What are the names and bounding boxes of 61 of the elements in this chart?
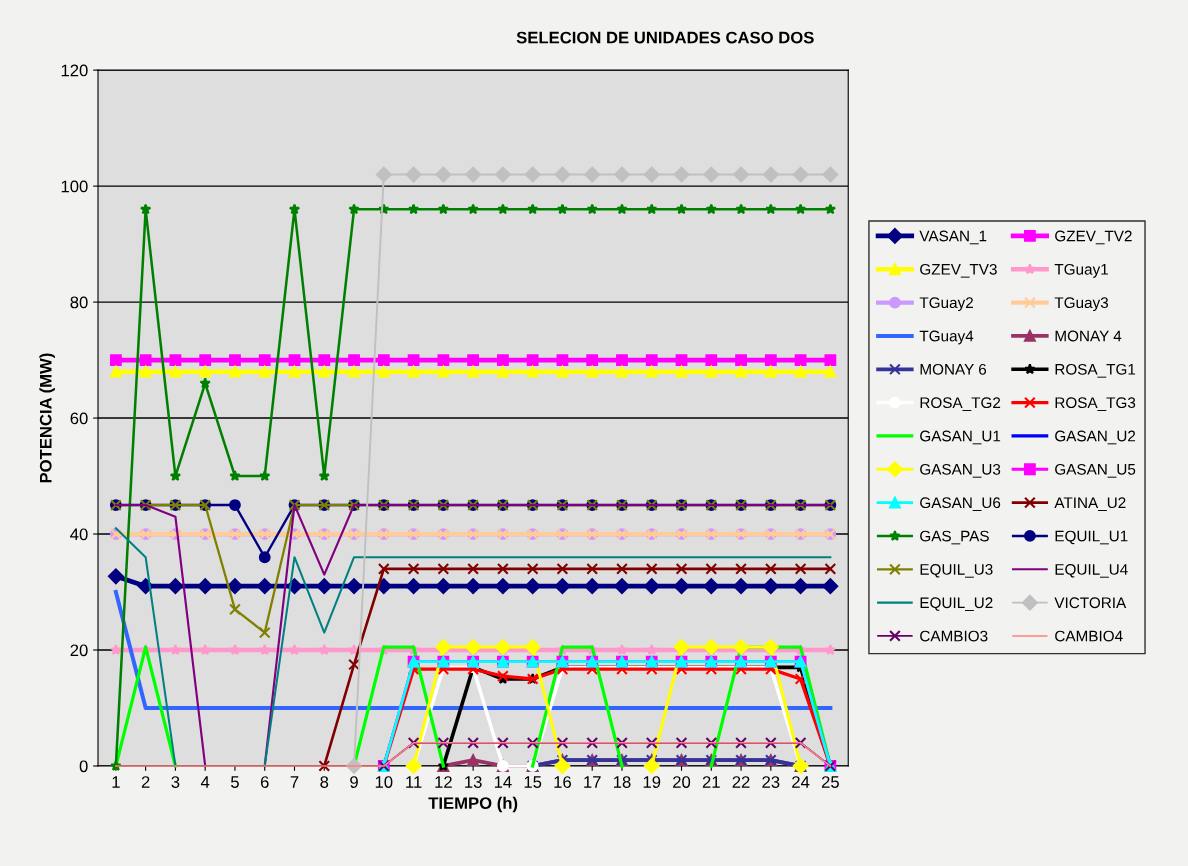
y-tick-label: 80 [70,296,88,309]
x-tick-label: 25 [821,776,839,788]
x-tick-label: 18 [613,776,631,788]
legend-label: MONAY 4 [1055,330,1122,342]
x-tick-label: 15 [524,776,542,788]
x-tick-label: 12 [435,776,452,788]
legend-label: ROSA_TG1 [1055,363,1136,378]
legend-label: ROSA_TG2 [920,397,1001,411]
y-tick-label: 40 [70,528,88,541]
x-tick-label: 9 [350,776,358,788]
legend-label: GASAN_U2 [1055,430,1136,445]
legend-label: EQUIL_U2 [920,597,993,612]
x-tick-label: 19 [643,776,661,788]
x-tick-label: 8 [320,776,329,788]
legend-label: GASAN_U3 [920,463,1001,478]
x-tick-label: 17 [584,776,601,788]
legend-label: MONAY 6 [920,363,987,375]
x-tick-label: 14 [494,776,512,788]
y-tick-label: 0 [79,760,88,773]
y-tick-label: 20 [70,644,88,657]
y-tick-label: 120 [61,64,88,77]
legend-label: TGuay2 [919,297,973,312]
legend-label: CAMBIO4 [1055,630,1123,642]
legend-label: TGuay3 [1054,297,1109,312]
x-tick-label: 23 [762,776,780,788]
legend-label: GASAN_U6 [920,497,1001,511]
x-tick-label: 10 [375,776,393,788]
legend-label: EQUIL_U4 [1055,563,1128,578]
y-tick-label: 100 [61,180,88,193]
chart-title: SELECION DE UNIDADES CASO DOS [516,31,814,44]
y-tick-label: 60 [70,412,88,425]
legend-label: GASAN_U1 [920,430,1001,445]
x-tick-label: 4 [200,776,210,788]
legend-label: GAS_PAS [920,530,989,545]
legend-label: GZEV_TV3 [920,263,997,278]
legend-label: CAMBIO3 [920,630,988,642]
x-tick-label: 22 [732,776,750,788]
legend-label: EQUIL_U3 [920,563,993,578]
x-tick-label: 5 [230,776,239,788]
legend-label: GASAN_U5 [1055,463,1136,478]
legend-label: TGuay1 [1054,263,1108,278]
legend-label: GZEV_TV2 [1055,230,1132,245]
legend-label: ROSA_TG3 [1055,397,1136,411]
x-tick-label: 20 [673,776,691,788]
x-axis-title: TIEMPO (h) [428,796,518,813]
y-axis-title: POTENCIA (MW) [39,353,55,483]
legend-label: VICTORIA [1054,597,1127,609]
legend-label: TGuay4 [919,330,974,345]
x-tick-label: 3 [171,776,180,788]
x-tick-label: 1 [112,776,120,788]
x-tick-label: 2 [141,776,150,788]
legend-label: ATINA_U2 [1054,497,1126,511]
x-tick-label: 16 [554,776,571,788]
x-tick-label: 24 [792,776,810,788]
legend-label: EQUIL_U1 [1055,530,1128,545]
x-tick-label: 13 [465,776,482,788]
x-tick-label: 11 [406,776,422,788]
x-tick-label: 7 [290,776,299,788]
x-tick-label: 6 [260,776,269,788]
x-tick-label: 21 [702,776,720,788]
legend-label: VASAN_1 [919,230,987,245]
